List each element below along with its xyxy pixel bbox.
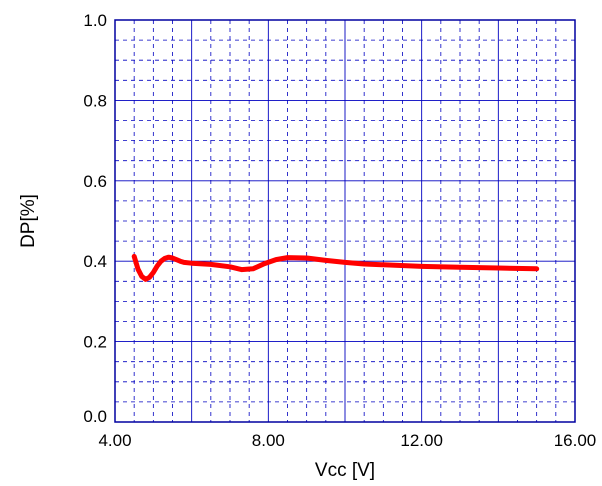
x-tick-label: 16.00 [554,431,597,450]
y-tick-label: 0.4 [83,252,107,271]
y-axis-label: DP[%] [18,194,39,248]
y-tick-labels: 0.0 0.2 0.4 0.6 0.8 1.0 [83,11,107,426]
x-tick-label: 8.00 [252,431,285,450]
x-tick-label: 4.00 [98,431,131,450]
y-tick-label: 0.2 [83,333,107,352]
y-tick-label: 0.8 [83,91,107,110]
y-tick-label: 0.6 [83,172,107,191]
major-grid [115,20,575,422]
minor-grid [115,20,575,422]
series-layer [131,253,540,282]
x-tick-label: 12.00 [400,431,443,450]
x-tick-labels: 4.00 8.00 12.00 16.00 [98,431,596,450]
series-line-1 [131,253,540,282]
y-tick-label: 1.0 [83,11,107,30]
x-axis-label: Vcc [V] [315,460,375,481]
y-tick-label: 0.0 [83,407,107,426]
plot-frame [114,19,576,423]
